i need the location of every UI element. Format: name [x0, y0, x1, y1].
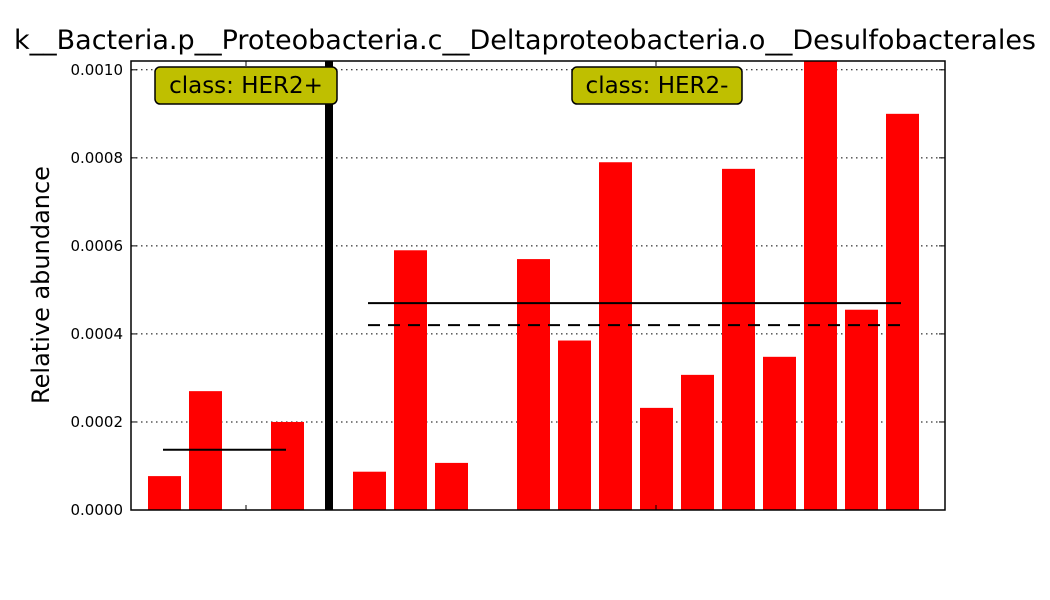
bar [845, 309, 878, 510]
bar [558, 340, 591, 510]
bar [599, 162, 632, 510]
class-label-her2-neg: class: HER2- [571, 66, 743, 105]
bar [886, 113, 919, 510]
y-tick-label: 0.0002 [71, 413, 124, 431]
class-label-text: class: HER2+ [169, 73, 323, 99]
class-label-box [154, 66, 338, 105]
bars [148, 61, 919, 510]
class-summary-lines [163, 302, 901, 451]
class-label-her2-pos: class: HER2+ [154, 66, 338, 105]
bar [353, 471, 386, 510]
class-label-box [571, 66, 743, 105]
bar [804, 61, 837, 510]
bar [722, 168, 755, 510]
y-tick-label: 0.0006 [71, 237, 124, 255]
bar [394, 250, 427, 510]
bar [681, 374, 714, 510]
bar [640, 407, 673, 510]
bar [517, 259, 550, 510]
class-separator [325, 61, 333, 510]
y-axis-ticks: 0.0000 0.0002 0.0004 0.0006 0.0008 0.0010 [71, 61, 945, 519]
bar [763, 356, 796, 510]
bar [148, 476, 181, 510]
plot-frame [130, 60, 946, 511]
class-label-text: class: HER2- [586, 73, 729, 99]
y-tick-label: 0.0008 [71, 149, 124, 167]
y-axis-label: Relative abundance [27, 166, 55, 404]
y-tick-label: 0.0004 [71, 325, 124, 343]
bar [271, 421, 304, 510]
chart-title: k__Bacteria.p__Proteobacteria.c__Deltapr… [14, 25, 1036, 56]
y-tick-label: 0.0010 [71, 61, 124, 79]
bar [435, 462, 468, 510]
y-tick-label: 0.0000 [71, 501, 124, 519]
